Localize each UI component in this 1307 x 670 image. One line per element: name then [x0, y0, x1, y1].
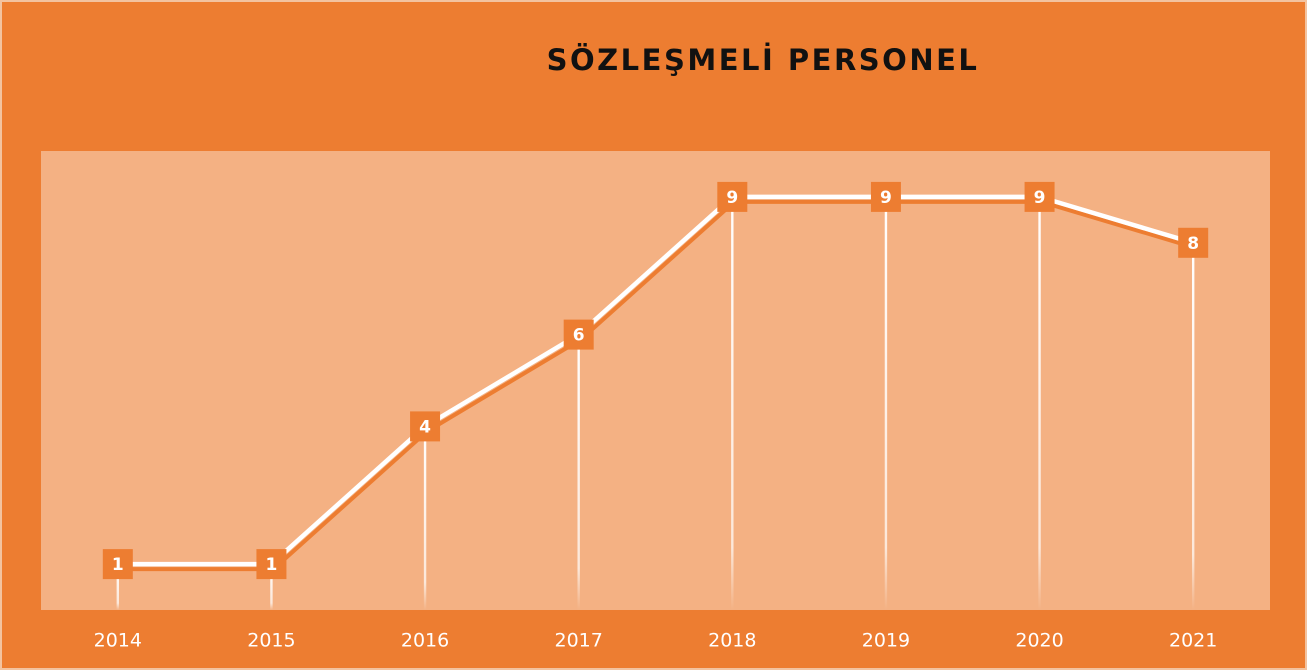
drop-line: [270, 564, 273, 610]
data-label: 4: [419, 417, 431, 437]
marker: [410, 411, 441, 442]
drop-line: [1191, 242, 1195, 611]
chart-title: SÖZLEŞMELİ PERSONEL: [547, 43, 980, 77]
data-label: 1: [266, 555, 278, 575]
x-tick-label: 2017: [555, 630, 603, 652]
drop-line: [423, 426, 427, 610]
x-tick-label: 2016: [401, 630, 449, 652]
drop-line: [1038, 196, 1041, 610]
drop-line: [884, 196, 888, 610]
drop-line: [116, 564, 120, 610]
marker: [563, 319, 594, 350]
plot-area: [41, 151, 1270, 610]
x-tick-label: 2018: [708, 630, 756, 652]
data-label: 6: [573, 326, 585, 346]
marker: [717, 181, 748, 212]
marker: [256, 549, 287, 580]
x-tick-label: 2014: [94, 630, 142, 652]
marker: [1024, 181, 1055, 212]
marker: [1178, 227, 1209, 258]
marker: [102, 549, 133, 580]
data-label: 8: [1187, 234, 1199, 254]
drop-line: [731, 196, 734, 610]
data-label: 9: [726, 188, 738, 208]
x-tick-label: 2020: [1015, 630, 1063, 652]
marker: [870, 181, 901, 212]
drop-line: [577, 334, 580, 610]
x-tick-label: 2015: [247, 630, 295, 652]
line-shadow: [119, 199, 1196, 572]
x-tick-label: 2019: [862, 630, 910, 652]
data-label: 1: [112, 555, 124, 575]
data-label: 9: [1034, 188, 1046, 208]
data-label: 9: [880, 188, 892, 208]
line: [117, 194, 1194, 567]
x-tick-label: 2021: [1169, 630, 1217, 652]
